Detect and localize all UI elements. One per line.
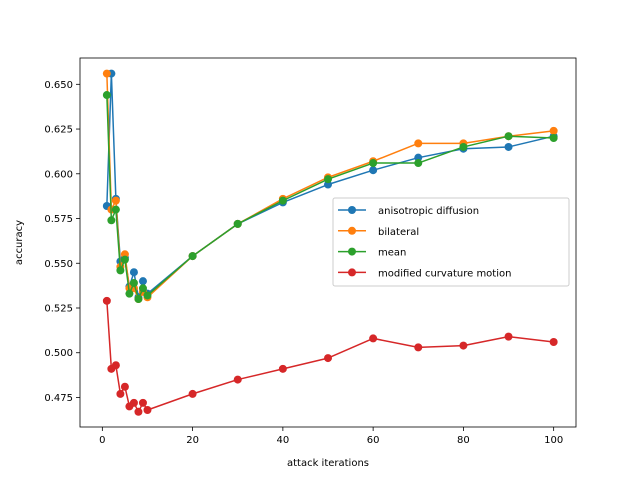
legend-label-bilateral: bilateral	[378, 227, 419, 238]
data-point-modified-curvature-motion	[188, 389, 197, 398]
data-point-mean	[369, 159, 378, 168]
y-tick-label: 0.500	[44, 348, 73, 359]
data-point-mean	[459, 142, 468, 151]
y-axis-label: accuracy	[14, 220, 25, 265]
data-point-modified-curvature-motion	[138, 398, 147, 407]
data-point-anisotropic-diffusion	[138, 277, 147, 286]
data-point-mean	[233, 219, 242, 228]
plot-frame	[79, 57, 577, 428]
data-point-modified-curvature-motion	[324, 354, 332, 363]
x-axis-label: attack iterations	[287, 458, 369, 469]
data-point-modified-curvature-motion	[120, 382, 129, 391]
data-point-mean	[111, 205, 120, 214]
data-point-bilateral	[111, 196, 120, 205]
legend-box	[332, 197, 570, 287]
x-tick-label: 60	[367, 435, 380, 446]
data-point-mean	[138, 284, 147, 293]
y-tick-label: 0.625	[44, 125, 73, 136]
data-point-anisotropic-diffusion	[369, 166, 378, 175]
data-point-modified-curvature-motion	[369, 334, 378, 343]
data-point-mean	[188, 252, 197, 261]
data-point-modified-curvature-motion	[278, 364, 287, 373]
data-point-anisotropic-diffusion	[504, 142, 513, 151]
legend-label-anisotropic-diffusion: anisotropic diffusion	[378, 206, 479, 217]
x-axis-ticks: 0 20 40 60 80 100	[99, 427, 563, 446]
y-tick-label: 0.575	[44, 214, 73, 225]
data-point-modified-curvature-motion	[414, 343, 423, 352]
legend-marker-modified-curvature-motion	[348, 268, 356, 277]
x-tick-label: 0	[99, 435, 105, 446]
data-point-mean	[324, 175, 332, 184]
data-point-mean	[143, 291, 152, 300]
data-point-mean	[129, 278, 138, 287]
data-point-mean	[504, 132, 513, 141]
data-point-modified-curvature-motion	[134, 407, 143, 416]
legend-marker-bilateral	[348, 226, 356, 235]
data-point-modified-curvature-motion	[129, 398, 138, 407]
data-point-modified-curvature-motion	[143, 405, 152, 414]
data-point-modified-curvature-motion	[102, 296, 111, 305]
legend-label-mean: mean	[378, 248, 406, 259]
legend: anisotropic diffusion bilateral mean modifi…	[332, 197, 570, 287]
data-point-modified-curvature-motion	[459, 341, 468, 350]
data-point-modified-curvature-motion	[549, 337, 558, 346]
data-point-bilateral	[549, 126, 558, 135]
y-tick-label: 0.550	[44, 259, 73, 270]
y-tick-label: 0.600	[44, 169, 73, 180]
data-point-mean	[134, 295, 143, 304]
data-point-mean	[120, 255, 129, 264]
data-point-mean	[125, 289, 134, 298]
legend-marker-mean	[348, 247, 356, 256]
x-tick-label: 40	[277, 435, 290, 446]
data-point-bilateral	[414, 139, 423, 148]
data-point-modified-curvature-motion	[233, 375, 242, 384]
legend-label-modified-curvature-motion: modified curvature motion	[378, 268, 511, 279]
data-point-mean	[107, 216, 116, 225]
x-tick-label: 80	[457, 435, 470, 446]
data-point-bilateral	[102, 69, 111, 78]
y-axis-ticks: 0.475 0.500 0.525 0.550 0.575 0.600 0.625 0.650	[44, 80, 80, 404]
y-tick-label: 0.525	[44, 303, 73, 314]
y-tick-label: 0.650	[44, 80, 73, 91]
data-point-modified-curvature-motion	[116, 389, 125, 398]
data-point-mean	[102, 91, 111, 100]
series-layer	[102, 69, 558, 416]
data-point-mean	[414, 159, 423, 168]
data-point-modified-curvature-motion	[504, 332, 513, 341]
legend-marker-anisotropic-diffusion	[348, 206, 356, 214]
data-point-anisotropic-diffusion	[129, 268, 138, 277]
x-tick-label: 100	[544, 435, 563, 446]
data-point-mean	[116, 266, 125, 275]
x-tick-label: 20	[186, 435, 199, 446]
data-point-modified-curvature-motion	[111, 361, 120, 370]
y-tick-label: 0.475	[44, 393, 73, 404]
data-point-mean	[549, 133, 558, 142]
data-point-mean	[278, 196, 287, 205]
